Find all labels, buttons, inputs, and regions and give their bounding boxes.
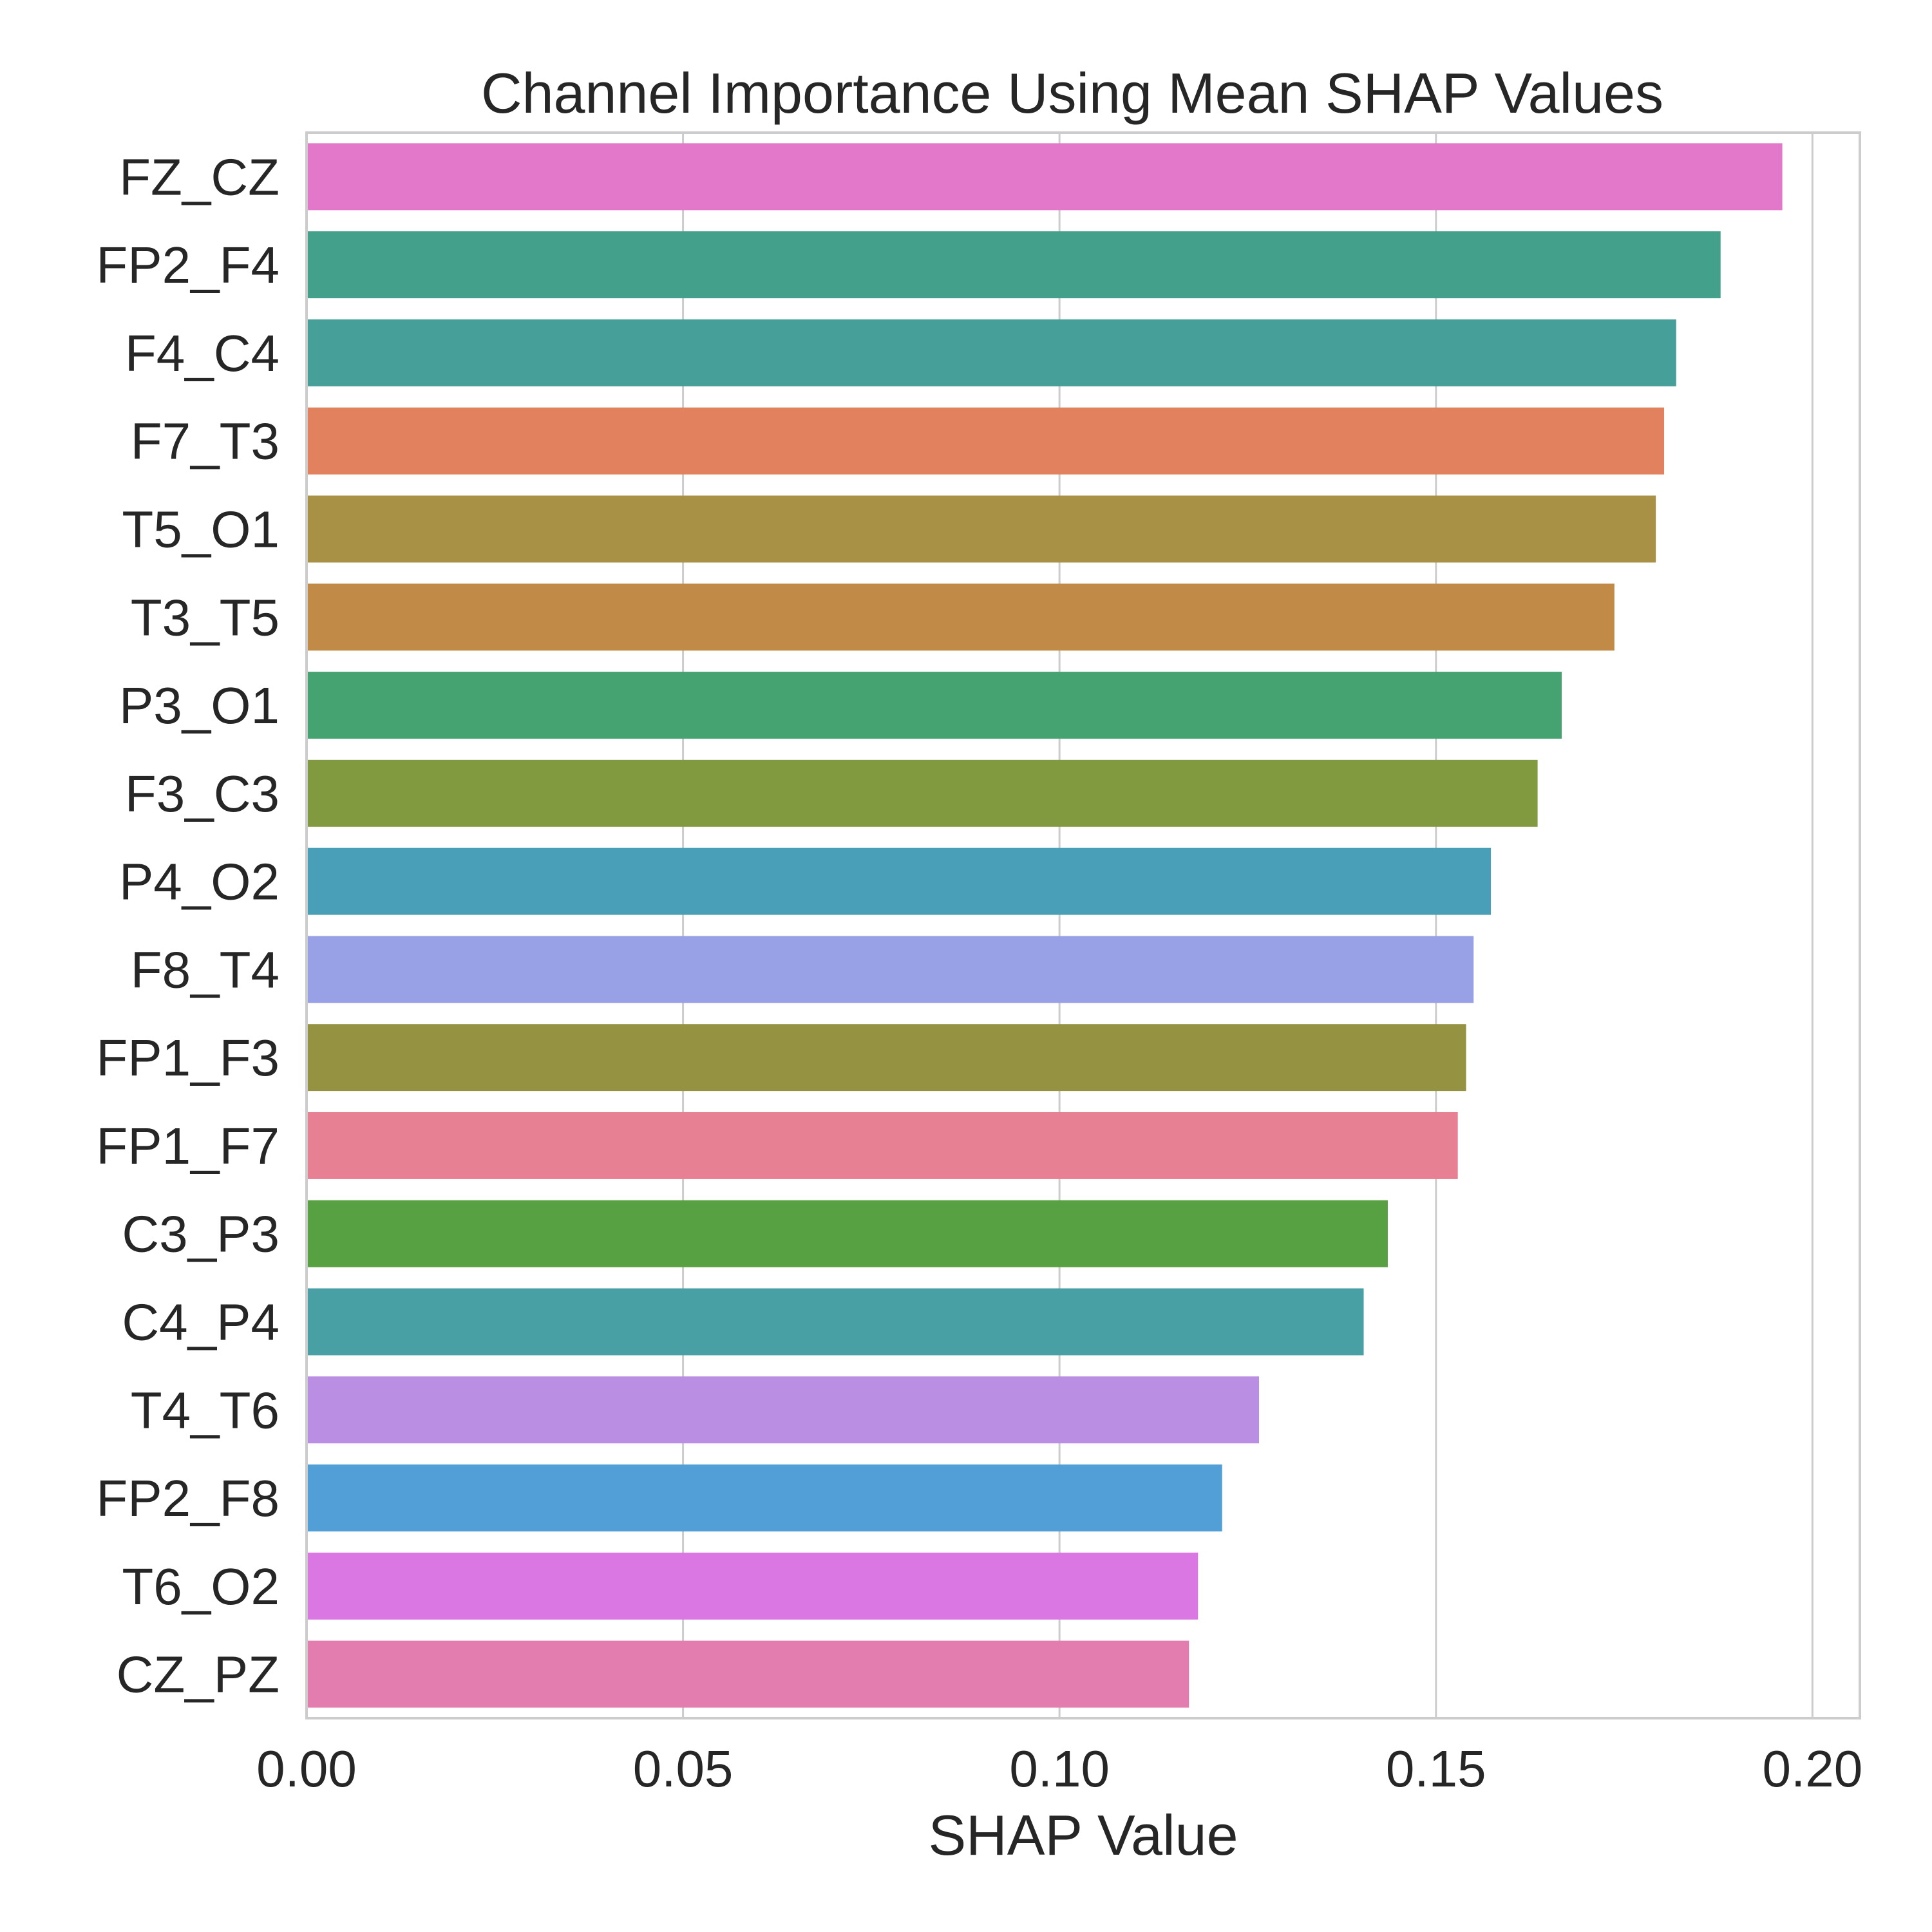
bar-f7-t3 (307, 407, 1665, 475)
y-tick-labels: FZ_CZ FP2_F4 F4_C4 F7_T3 T5_O1 T3_T5 P3_O1 F3_C… (96, 148, 279, 1703)
chart-title: Channel Importance Using Mean SHAP Value… (481, 61, 1663, 125)
bar-cz-pz (307, 1640, 1189, 1708)
x-tick-label: 0.15 (1386, 1740, 1486, 1797)
bars (307, 143, 1783, 1708)
x-axis-label: SHAP Value (928, 1803, 1238, 1867)
x-tick-labels: 0.00 0.05 0.10 0.15 0.20 (256, 1740, 1862, 1797)
bar-fp2-f8 (307, 1464, 1222, 1532)
bar-c4-p4 (307, 1288, 1364, 1356)
y-tick-label: CZ_PZ (117, 1646, 279, 1703)
bar-p4-o2 (307, 848, 1492, 915)
y-tick-label: FP2_F8 (96, 1470, 279, 1527)
bar-f8-t4 (307, 936, 1474, 1003)
bar-f3-c3 (307, 759, 1538, 827)
bar-f4-c4 (307, 319, 1676, 386)
y-tick-label: F3_C3 (125, 765, 279, 822)
y-tick-label: FP2_F4 (96, 236, 279, 294)
y-tick-label: F8_T4 (131, 941, 279, 998)
x-tick-label: 0.10 (1009, 1740, 1110, 1797)
bar-fp1-f7 (307, 1112, 1458, 1179)
y-tick-label: C4_P4 (122, 1294, 279, 1351)
y-tick-label: FP1_F7 (96, 1117, 279, 1175)
y-tick-label: T4_T6 (131, 1381, 279, 1439)
y-tick-label: C3_P3 (122, 1206, 279, 1263)
y-tick-label: T6_O2 (122, 1558, 279, 1615)
y-tick-label: P3_O1 (119, 677, 279, 734)
x-tick-label: 0.20 (1762, 1740, 1862, 1797)
y-tick-label: T5_O1 (122, 501, 279, 558)
x-tick-label: 0.05 (633, 1740, 734, 1797)
bar-t4-t6 (307, 1376, 1260, 1444)
bar-p3-o1 (307, 672, 1562, 739)
y-tick-label: F4_C4 (125, 325, 279, 382)
y-tick-label: P4_O2 (119, 853, 279, 911)
plot-frame (305, 131, 1861, 1719)
bar-t5-o1 (307, 495, 1656, 563)
bar-t6-o2 (307, 1552, 1198, 1620)
bar-fp2-f4 (307, 231, 1721, 299)
bar-t3-t5 (307, 583, 1615, 651)
y-tick-label: F7_T3 (131, 413, 279, 470)
bar-fz-cz (307, 143, 1783, 211)
y-tick-label: FZ_CZ (119, 148, 279, 205)
y-tick-label: T3_T5 (131, 589, 279, 646)
y-tick-label: FP1_F3 (96, 1029, 279, 1086)
bar-c3-p3 (307, 1200, 1388, 1267)
bar-fp1-f3 (307, 1024, 1466, 1092)
x-tick-label: 0.00 (256, 1740, 357, 1797)
